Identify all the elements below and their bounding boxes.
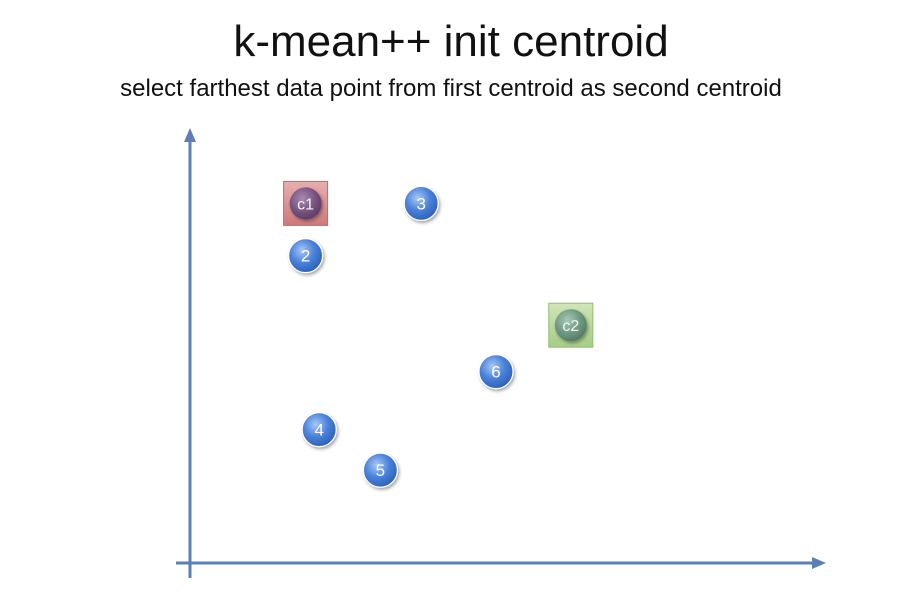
data-point-2: 2	[288, 238, 324, 274]
centroid-c2-circle	[554, 309, 587, 342]
point-layer: 3 2 6 4 5	[288, 185, 514, 488]
data-point-5-label: 5	[376, 461, 385, 480]
diagram-subtitle: select farthest data point from first ce…	[120, 75, 782, 102]
data-point-6-label: 6	[491, 363, 500, 382]
centroid-layer: c1 c2	[283, 180, 594, 348]
centroid-c1-label: c1	[297, 196, 314, 213]
data-point-4-circle	[301, 412, 337, 448]
data-point-2-circle	[288, 238, 324, 274]
data-point-3: 3	[403, 185, 439, 221]
axes	[176, 128, 826, 578]
data-point-4: 4	[301, 412, 337, 448]
data-point-5-circle	[362, 452, 398, 488]
x-axis-arrow	[812, 557, 826, 569]
centroid-c1-circle	[289, 187, 322, 220]
data-point-6-circle	[478, 354, 514, 390]
centroid-c2-label: c2	[562, 318, 579, 335]
diagram-title: k-mean++ init centroid	[233, 17, 669, 66]
data-point-5: 5	[362, 452, 398, 488]
data-point-3-label: 3	[416, 194, 425, 213]
y-axis-arrow	[184, 128, 196, 142]
data-point-2-label: 2	[301, 247, 310, 266]
data-point-6: 6	[478, 354, 514, 390]
centroid-c1: c1	[283, 180, 329, 226]
centroid-c2: c2	[548, 302, 594, 348]
data-point-4-label: 4	[314, 421, 323, 440]
data-point-3-circle	[403, 185, 439, 221]
